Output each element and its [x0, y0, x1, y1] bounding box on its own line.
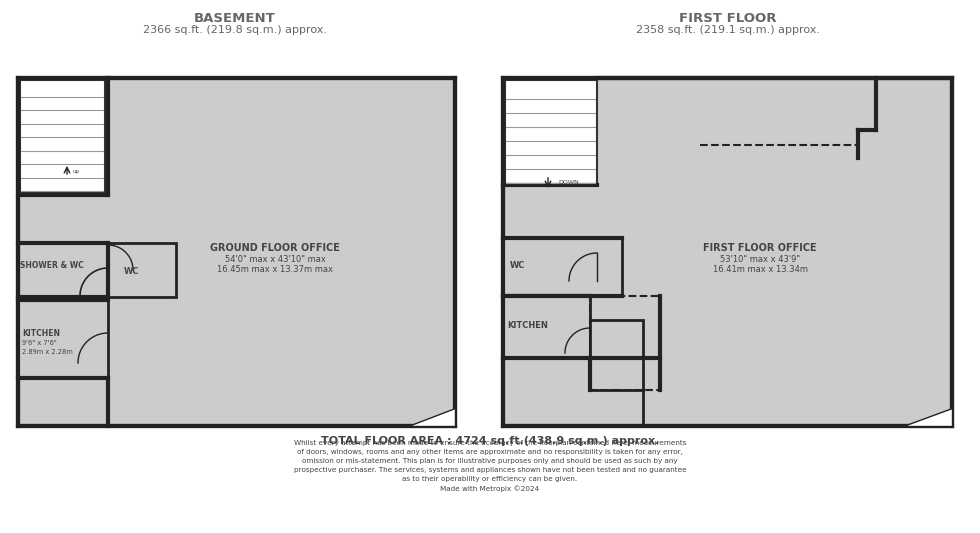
Text: FIRST FLOOR OFFICE: FIRST FLOOR OFFICE: [704, 243, 816, 253]
Text: GROUND FLOOR OFFICE: GROUND FLOOR OFFICE: [210, 243, 340, 253]
Polygon shape: [903, 408, 952, 426]
Text: 53'10" max x 43'9": 53'10" max x 43'9": [720, 254, 800, 263]
Text: 2366 sq.ft. (219.8 sq.m.) approx.: 2366 sq.ft. (219.8 sq.m.) approx.: [143, 25, 327, 35]
Bar: [18, 300, 108, 378]
Text: BASEMENT: BASEMENT: [194, 12, 276, 25]
Text: FIRST FLOOR: FIRST FLOOR: [679, 12, 777, 25]
Polygon shape: [18, 78, 455, 426]
Bar: [503, 238, 622, 296]
Text: 9'6" x 7'6": 9'6" x 7'6": [22, 340, 57, 346]
Text: up: up: [72, 168, 79, 174]
Bar: [108, 243, 176, 297]
Text: 2358 sq.ft. (219.1 sq.m.) approx.: 2358 sq.ft. (219.1 sq.m.) approx.: [636, 25, 820, 35]
Text: KITCHEN: KITCHEN: [22, 328, 60, 337]
Text: DOWN: DOWN: [558, 181, 579, 185]
Text: 16.45m max x 13.37m max: 16.45m max x 13.37m max: [217, 264, 333, 273]
Bar: [590, 320, 643, 390]
Bar: [590, 296, 660, 390]
Text: WC: WC: [510, 262, 525, 271]
Text: TOTAL FLOOR AREA : 4724 sq.ft.(438.9 sq.m.) approx.: TOTAL FLOOR AREA : 4724 sq.ft.(438.9 sq.…: [320, 436, 660, 446]
Text: 54'0" max x 43'10" max: 54'0" max x 43'10" max: [224, 254, 325, 263]
Text: WC: WC: [123, 266, 139, 276]
Bar: [20, 80, 105, 193]
Text: KITCHEN: KITCHEN: [507, 321, 548, 330]
Text: 16.41m max x 13.34m: 16.41m max x 13.34m: [712, 264, 808, 273]
Polygon shape: [408, 408, 455, 426]
Bar: [503, 296, 590, 358]
Text: SHOWER & WC: SHOWER & WC: [20, 261, 83, 270]
Bar: [505, 80, 597, 185]
Text: 2.89m x 2.28m: 2.89m x 2.28m: [22, 349, 73, 355]
Text: Whilst every attempt has been made to ensure the accuracy of the floorplan conta: Whilst every attempt has been made to en…: [294, 440, 686, 492]
Bar: [503, 78, 952, 426]
